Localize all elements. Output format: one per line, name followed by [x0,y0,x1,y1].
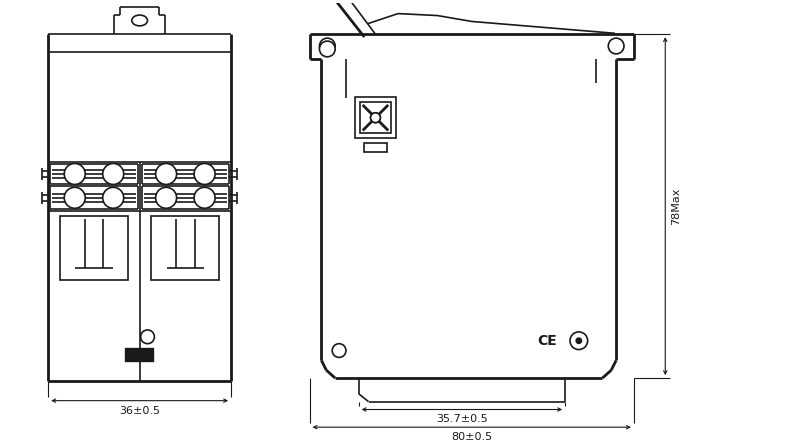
Text: 78Max: 78Max [671,187,681,225]
Circle shape [608,38,624,54]
Circle shape [102,164,124,185]
Circle shape [319,38,335,54]
Circle shape [575,337,582,344]
Circle shape [370,113,380,122]
Circle shape [194,164,215,185]
Text: CE: CE [538,334,558,348]
Circle shape [102,187,124,208]
Circle shape [64,164,86,185]
Circle shape [570,332,588,350]
Bar [364,143,387,152]
Bar [360,102,391,134]
Text: 36±0.5: 36±0.5 [119,405,160,416]
Text: 80±0.5: 80±0.5 [451,432,492,442]
Bar [126,349,154,361]
Text: 35.7±0.5: 35.7±0.5 [436,414,488,424]
Circle shape [141,330,154,344]
Ellipse shape [132,15,147,26]
Circle shape [194,187,215,208]
Bar [355,97,396,139]
Circle shape [156,164,177,185]
Circle shape [319,41,335,57]
Circle shape [156,187,177,208]
Circle shape [64,187,86,208]
Bar [60,216,128,280]
Circle shape [370,113,380,122]
Circle shape [332,344,346,358]
Bar [151,216,219,280]
